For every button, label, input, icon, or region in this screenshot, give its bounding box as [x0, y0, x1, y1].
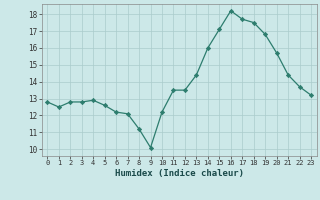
X-axis label: Humidex (Indice chaleur): Humidex (Indice chaleur) — [115, 169, 244, 178]
